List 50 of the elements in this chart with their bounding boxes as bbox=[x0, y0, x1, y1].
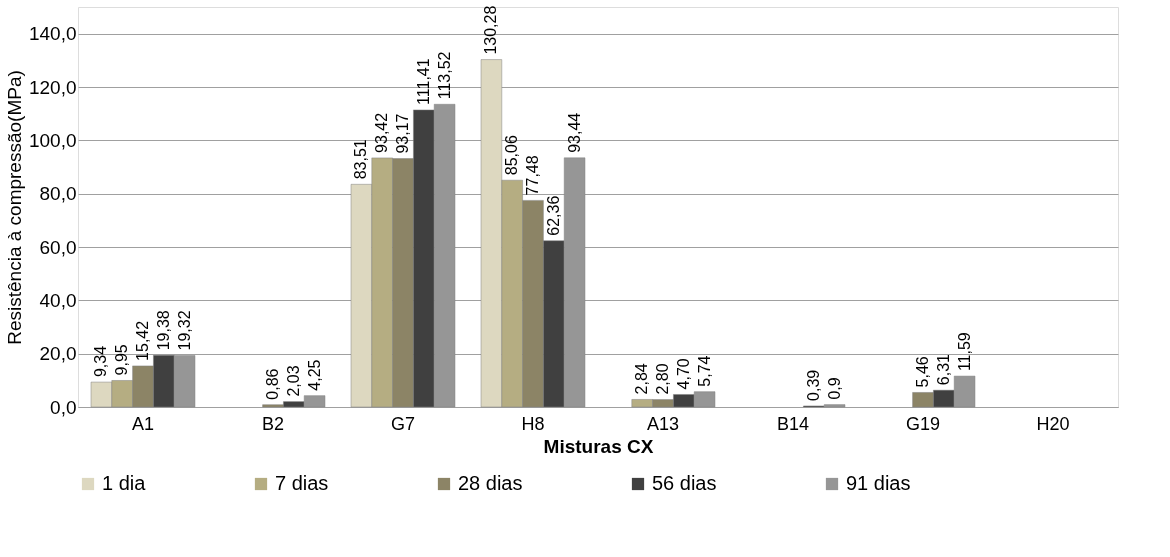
data-label: 15,42 bbox=[134, 320, 151, 361]
x-tick-label: H8 bbox=[521, 413, 545, 434]
x-tick-label: A1 bbox=[131, 413, 155, 434]
y-tick-label: 40,0 bbox=[39, 289, 77, 311]
data-label: 9,95 bbox=[113, 344, 131, 376]
y-tick-label: 140,0 bbox=[28, 23, 77, 45]
y-axis-title: Resistência à compressão(MPa) bbox=[3, 70, 25, 345]
y-tick-label: 100,0 bbox=[28, 129, 77, 151]
data-label: 9,34 bbox=[92, 345, 110, 378]
data-label: 83,51 bbox=[352, 139, 370, 180]
data-label: 85,06 bbox=[503, 135, 521, 176]
data-label: 0,39 bbox=[804, 369, 822, 401]
data-label: 4,25 bbox=[305, 359, 323, 391]
x-tick-label: B14 bbox=[776, 413, 810, 434]
legend-label: 28 dias bbox=[458, 472, 523, 494]
y-tick-label: 0,0 bbox=[50, 396, 77, 418]
data-label: 0,9 bbox=[825, 377, 843, 400]
data-label: 5,74 bbox=[695, 355, 713, 387]
legend-label: 1 dia bbox=[102, 472, 147, 494]
y-tick-label: 80,0 bbox=[39, 183, 77, 205]
data-label: 0,86 bbox=[264, 368, 281, 400]
data-label: 6,31 bbox=[934, 353, 952, 386]
data-label: 62,36 bbox=[544, 195, 562, 236]
data-label: 93,44 bbox=[565, 112, 583, 153]
x-tick-label: G7 bbox=[390, 413, 416, 434]
legend-label: 56 dias bbox=[652, 472, 717, 494]
legend-label: 7 dias bbox=[275, 472, 329, 494]
y-tick-label: 20,0 bbox=[39, 343, 77, 365]
data-label: 5,46 bbox=[914, 356, 931, 388]
data-label: 113,52 bbox=[435, 51, 453, 100]
x-tick-label: G19 bbox=[905, 413, 941, 434]
data-label: 2,84 bbox=[633, 363, 651, 395]
x-tick-label: H20 bbox=[1036, 413, 1070, 434]
x-tick-label: B2 bbox=[261, 413, 285, 434]
data-label: 2,80 bbox=[654, 363, 671, 395]
data-label: 93,17 bbox=[394, 113, 411, 154]
y-tick-label: 60,0 bbox=[39, 236, 77, 258]
data-label: 93,42 bbox=[373, 112, 391, 153]
legend-label: 91 dias bbox=[846, 472, 911, 494]
data-label: 2,03 bbox=[284, 365, 302, 397]
data-label: 4,70 bbox=[674, 358, 692, 390]
y-tick-label: 120,0 bbox=[28, 76, 77, 98]
data-label: 130,28 bbox=[482, 5, 500, 55]
data-label: 111,41 bbox=[414, 58, 432, 105]
x-axis-title: Misturas CX bbox=[543, 435, 654, 457]
data-label: 19,38 bbox=[154, 310, 172, 351]
data-label: 77,48 bbox=[524, 155, 541, 196]
data-label: 19,32 bbox=[175, 310, 193, 351]
data-label: 11,59 bbox=[955, 332, 973, 372]
x-tick-label: A13 bbox=[646, 413, 680, 434]
